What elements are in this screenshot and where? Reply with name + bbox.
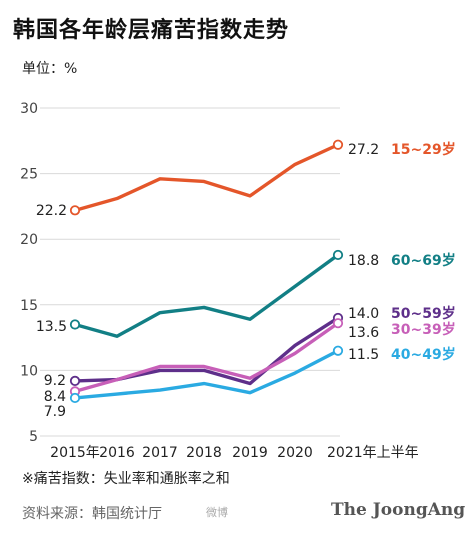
- y-tick-label: 10: [20, 363, 38, 379]
- series-line: [73, 253, 340, 338]
- watermark: 微博: [206, 506, 228, 519]
- start-data-label: 7.9: [44, 404, 66, 420]
- legend-entry: 15~29岁: [391, 141, 456, 158]
- footnote: ※痛苦指数：失业率和通胀率之和: [22, 471, 230, 487]
- point-marker: [332, 139, 344, 150]
- start-data-label: 13.5: [36, 319, 67, 335]
- end-data-label: 27.2: [348, 142, 379, 158]
- source-text: 资料来源：韩国统计厅: [22, 506, 162, 522]
- end-data-label: 11.5: [348, 347, 379, 363]
- series-line: [73, 143, 340, 213]
- start-data-label: 9.2: [44, 373, 66, 389]
- x-tick-label: 2016: [99, 445, 135, 461]
- x-tick-label: 2018: [186, 445, 222, 461]
- y-tick-label: 25: [20, 167, 38, 183]
- x-tick-label: 2021年上半年: [327, 445, 419, 461]
- series-lines: [69, 139, 344, 404]
- y-tick-label: 30: [20, 101, 38, 117]
- end-data-label: 18.8: [348, 253, 379, 269]
- legend-entry: 30~39岁: [391, 321, 456, 338]
- start-data-label: 22.2: [36, 203, 67, 219]
- series-line: [73, 321, 340, 394]
- legend-entry: 50~59岁: [391, 305, 456, 322]
- y-tick-label: 15: [20, 298, 38, 314]
- x-tick-label: 2017: [142, 445, 178, 461]
- brand-logo: The JoongAng: [331, 500, 466, 520]
- point-marker: [69, 375, 81, 386]
- end-data-label: 13.6: [348, 325, 379, 341]
- y-tick-label: 20: [20, 232, 38, 248]
- point-marker: [69, 392, 81, 404]
- point-marker: [69, 319, 81, 330]
- point-marker: [69, 205, 81, 216]
- x-tick-label: 2015年: [50, 445, 100, 461]
- y-tick-label: 5: [29, 429, 38, 445]
- x-tick-label: 2020: [277, 445, 313, 461]
- end-data-label: 14.0: [348, 306, 379, 322]
- x-axis-ticks: 2015年 2016 2017 2018 2019 2020 2021年上半年: [50, 445, 418, 461]
- legend-entry: 40~49岁: [391, 346, 456, 363]
- y-axis-ticks: 5 10 15 20 25 30: [20, 101, 38, 445]
- unit-label: 单位：%: [22, 61, 78, 77]
- x-tick-label: 2019: [232, 445, 268, 461]
- point-marker: [332, 345, 344, 356]
- data-labels: 22.2 27.2 13.5 18.8 9.2 14.0 8.4 13.6 7.9 11.5: [36, 142, 379, 420]
- legend-entry: 60~69岁: [391, 252, 456, 269]
- series-line: [73, 349, 340, 400]
- point-marker: [332, 318, 344, 329]
- chart-title: 韩国各年龄层痛苦指数走势: [13, 18, 290, 43]
- point-marker: [332, 249, 344, 261]
- start-data-label: 8.4: [44, 389, 66, 405]
